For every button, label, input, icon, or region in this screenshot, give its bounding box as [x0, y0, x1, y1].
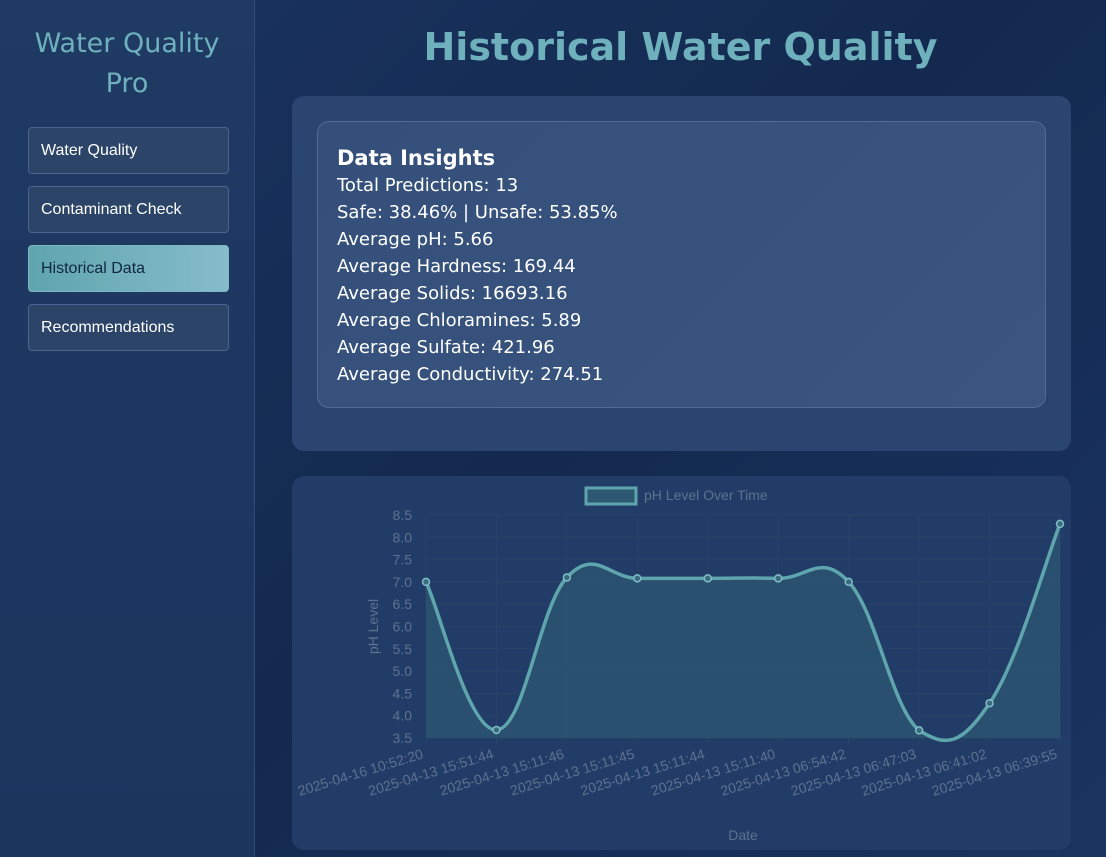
ph-area-fill [426, 523, 1060, 741]
sidebar: Water Quality Pro Water Quality Contamin… [0, 0, 255, 857]
y-tick-label: 3.5 [393, 730, 413, 746]
insight-total-predictions: Total Predictions: 13 [337, 175, 519, 196]
y-tick-label: 6.5 [393, 596, 413, 612]
data-point [562, 573, 572, 582]
sidebar-item-water-quality[interactable]: Water Quality [28, 127, 229, 174]
sidebar-item-historical-data[interactable]: Historical Data [28, 245, 229, 292]
x-axis-label: Date [728, 827, 758, 843]
legend-swatch [584, 486, 638, 506]
page-title: Historical Water Quality [423, 25, 938, 69]
y-tick-label: 5.5 [393, 641, 413, 657]
insight-average-ph: Average pH: 5.66 [337, 229, 494, 250]
insight-average-solids: Average Solids: 16693.16 [337, 283, 568, 304]
sidebar-item-recommendations[interactable]: Recommendations [28, 304, 229, 351]
data-point [773, 574, 783, 583]
insights-panel: Data Insights Total Predictions: 13 Safe… [317, 121, 1046, 408]
y-tick-label: 7.0 [393, 574, 413, 590]
y-tick-label: 4.5 [393, 685, 413, 701]
y-tick-label: 5.0 [393, 663, 413, 679]
y-tick-label: 8.5 [393, 507, 413, 523]
ph-series-line [424, 523, 1062, 743]
data-point [1055, 519, 1065, 529]
data-point [421, 577, 431, 587]
data-point [633, 574, 642, 583]
data-point [914, 726, 924, 735]
y-tick-label: 8.0 [393, 529, 413, 545]
insights-title: Data Insights [337, 146, 496, 170]
insight-average-conductivity: Average Conductivity: 274.51 [337, 364, 604, 385]
insight-safe-unsafe: Safe: 38.46% | Unsafe: 53.85% [337, 202, 618, 223]
data-point [703, 574, 713, 583]
insights-card: Data Insights Total Predictions: 13 Safe… [292, 96, 1071, 451]
insight-average-chloramines: Average Chloramines: 5.89 [337, 310, 582, 331]
sidebar-nav: Water Quality Contaminant Check Historic… [28, 127, 229, 363]
data-point [844, 577, 853, 587]
y-tick-label: 4.0 [393, 708, 413, 724]
ph-line-chart: 8.58.07.57.06.56.05.55.04.54.03.52025-04… [296, 486, 1065, 843]
sidebar-item-contaminant-check[interactable]: Contaminant Check [28, 186, 229, 233]
y-tick-label: 7.5 [393, 552, 413, 568]
ph-chart-card: 8.5 8.0 7.5 7.0 6.5 6.0 5.5 5.0 4.5 4.0 3.5 2025-04… [292, 476, 1071, 850]
brand-title: Water Quality Pro [0, 24, 254, 104]
y-tick-label: 6.0 [393, 619, 413, 635]
insight-average-hardness: Average Hardness: 169.44 [337, 256, 576, 277]
brand-line-1: Water Quality [34, 28, 220, 59]
data-point [492, 725, 501, 735]
brand-line-2: Pro [105, 68, 149, 99]
legend-label: pH Level Over Time [644, 487, 768, 503]
y-axis-label: pH Level [365, 599, 381, 654]
insight-average-sulfate: Average Sulfate: 421.96 [337, 337, 555, 358]
data-point [985, 698, 994, 708]
